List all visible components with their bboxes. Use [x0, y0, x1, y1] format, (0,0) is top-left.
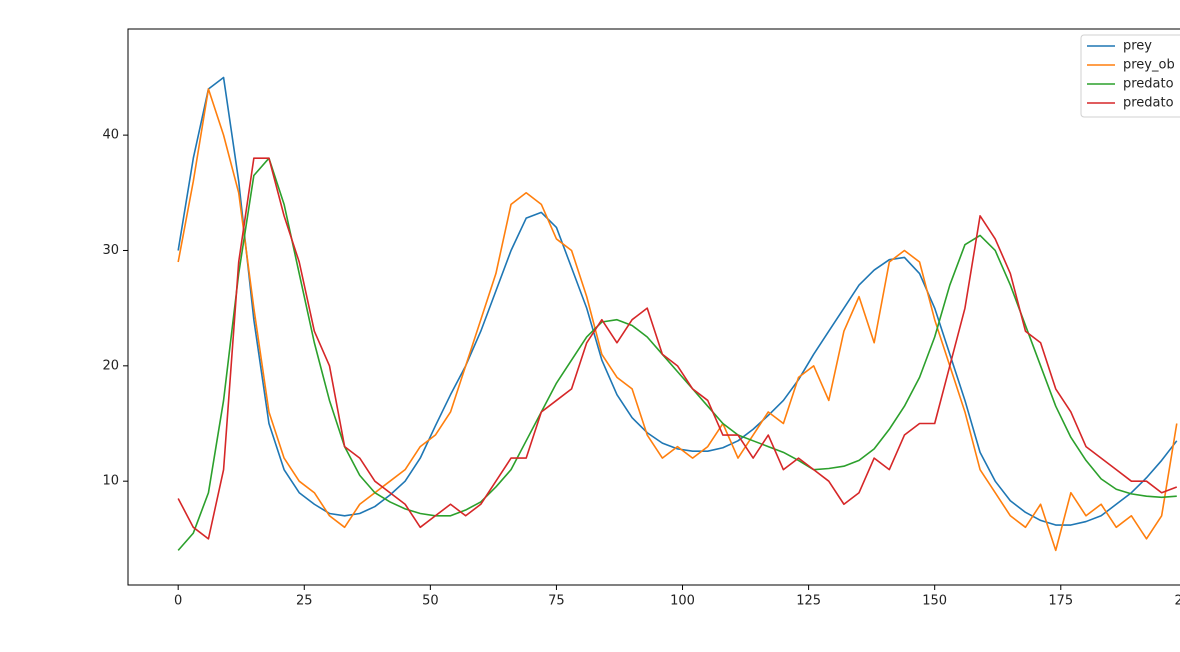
axes-frame: [127, 28, 1180, 586]
series-line: [177, 76, 1178, 526]
x-tick-label: 200: [1174, 594, 1180, 609]
y-tick-label: 30: [102, 243, 119, 258]
legend-label: prey: [1123, 39, 1152, 54]
x-tick-label: 25: [296, 594, 313, 609]
y-tick-label: 40: [102, 128, 119, 143]
legend-box: [1080, 34, 1180, 118]
series-line: [177, 157, 1177, 551]
y-tick-label: 20: [102, 358, 119, 373]
x-tick-label: 100: [670, 594, 695, 609]
x-tick-label: 175: [1048, 594, 1073, 609]
x-tick-label: 75: [548, 594, 565, 609]
series-line: [177, 88, 1178, 552]
legend-label: predato: [1123, 96, 1174, 111]
x-tick-label: 50: [422, 594, 439, 609]
x-tick-label: 125: [796, 594, 821, 609]
x-tick-label: 150: [922, 594, 947, 609]
y-tick-label: 10: [102, 474, 119, 489]
series-line: [177, 157, 1178, 540]
x-tick-label: 0: [174, 594, 182, 609]
legend-label: predato: [1123, 77, 1174, 92]
legend-label: prey_ob: [1123, 58, 1175, 73]
